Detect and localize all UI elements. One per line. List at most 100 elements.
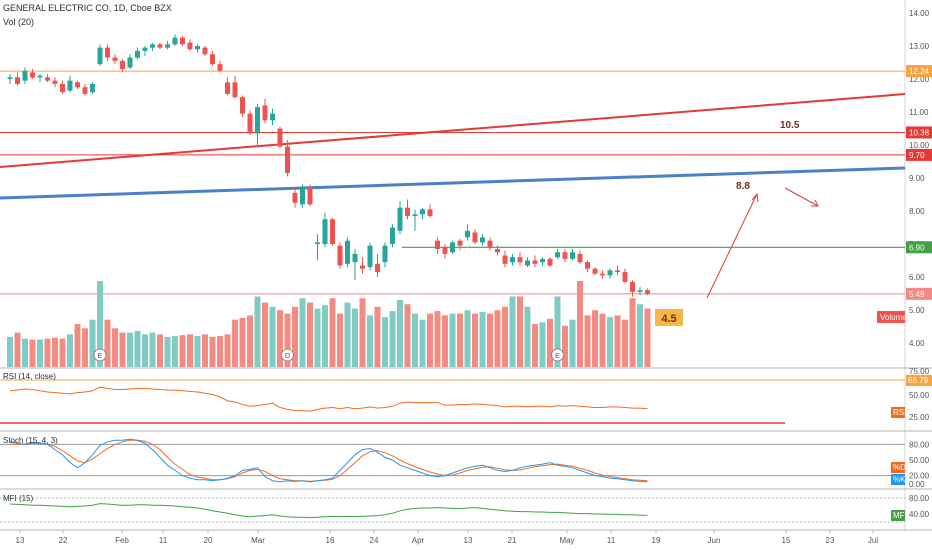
- current-target-label: 4.5: [661, 313, 676, 325]
- volume-bar: [74, 324, 81, 367]
- candle-body: [195, 46, 200, 50]
- earnings-marker: D: [281, 348, 294, 362]
- rsi-value-tag: 66.79: [906, 375, 932, 386]
- candle-body: [427, 209, 433, 216]
- price-axis-label: 8.00: [909, 207, 925, 216]
- candle-body: [277, 128, 283, 147]
- stoch-axis-label: 80.00: [909, 440, 930, 449]
- volume-bar: [419, 319, 426, 367]
- support-price-tag-bg: [906, 241, 932, 254]
- price-level-tag-bg: [906, 148, 932, 161]
- rsi-tag-text: RSI: [893, 408, 906, 417]
- volume-bar: [524, 306, 531, 367]
- volume-bar: [67, 334, 73, 367]
- volume-bar: [554, 296, 561, 367]
- candle-body: [420, 209, 425, 215]
- rsi-value-tag-text: 66.79: [908, 376, 929, 385]
- rsi-axis-label: 25.00: [909, 413, 930, 422]
- price-level-tag-bg: [906, 126, 932, 139]
- rsi-axis-label: 75.00: [909, 367, 930, 376]
- volume-bar: [172, 336, 178, 367]
- time-axis-label: Apr: [412, 536, 425, 545]
- time-axis-label: Feb: [115, 536, 129, 545]
- symbol-title: GENERAL ELECTRIC CO, 1D, Cboe BZX: [3, 3, 172, 13]
- candle-body: [52, 80, 58, 84]
- price-axis-label: 11.00: [909, 108, 929, 117]
- candle-body: [390, 227, 395, 244]
- rsi-title: RSI (14, close): [3, 372, 56, 381]
- volume-tag-bg: [877, 311, 905, 323]
- candle-body: [172, 37, 178, 45]
- price-axis-label: 5.00: [909, 306, 925, 315]
- mfi-axis-label: 40.00: [909, 510, 930, 519]
- stoch-d-tag: %D: [891, 462, 906, 473]
- candle-body: [540, 258, 545, 263]
- volume-bar: [29, 339, 36, 367]
- time-axis-label: Jul: [868, 536, 878, 545]
- candle-body: [442, 247, 448, 254]
- volume-bar: [142, 334, 148, 367]
- candle-body: [135, 50, 140, 58]
- price-level-tag-text: 5.49: [909, 290, 925, 299]
- candle-body: [45, 77, 50, 81]
- time-axis-label: 13: [16, 536, 25, 545]
- candle-body: [600, 273, 605, 276]
- volume-tag: Volume: [877, 311, 907, 323]
- stoch-axis-label: 50.00: [909, 456, 930, 465]
- volume-bar: [442, 315, 448, 367]
- volume-bar: [607, 317, 613, 367]
- candle-body: [495, 248, 500, 253]
- stoch-d-line: [10, 439, 648, 482]
- volume-bar: [119, 332, 126, 367]
- candle-body: [412, 214, 418, 216]
- candle-body: [502, 255, 508, 264]
- candle-body: [285, 146, 290, 174]
- candle-body: [322, 219, 328, 244]
- volume-bar: [397, 299, 403, 367]
- volume-bar: [472, 313, 478, 367]
- candle-body: [367, 245, 373, 268]
- time-axis-label: 20: [204, 536, 213, 545]
- volume-bar: [22, 338, 28, 367]
- volume-bar: [569, 319, 576, 367]
- candle-body: [82, 87, 88, 94]
- volume-bar: [487, 313, 493, 367]
- candle-body: [7, 77, 13, 79]
- stoch-k-tag-text: %K: [893, 475, 906, 484]
- volume-bar: [247, 315, 253, 367]
- price-axis-label: 14.00: [909, 9, 930, 18]
- candle-body: [337, 245, 343, 266]
- candle-body: [525, 260, 530, 266]
- volume-bar: [532, 324, 538, 367]
- time-axis-label: 22: [59, 536, 68, 545]
- volume-bar: [644, 308, 651, 367]
- mfi-tag-bg: [891, 510, 905, 521]
- candle-body: [15, 77, 20, 84]
- price-level-tag-text: 10.38: [909, 128, 930, 137]
- stoch-d-tag-bg: [891, 462, 905, 473]
- volume-indicator-title: Vol (20): [3, 17, 35, 27]
- candle-body: [112, 57, 118, 61]
- mfi-tag: MF: [891, 510, 905, 521]
- volume-bar: [82, 328, 88, 367]
- mfi-title: MFI (15): [3, 494, 34, 503]
- candle-body: [592, 268, 598, 274]
- candle-body: [450, 242, 455, 253]
- stoch-axis-label: 20.00: [909, 472, 930, 481]
- earnings-marker: E: [93, 348, 107, 362]
- price-axis-label: 6.00: [909, 273, 925, 282]
- price-level-tag-bg: [906, 65, 932, 78]
- time-axis-label: 16: [326, 536, 335, 545]
- volume-bar: [112, 328, 118, 367]
- volume-bar: [367, 315, 373, 367]
- volume-bar: [502, 306, 508, 367]
- volume-bar: [89, 319, 96, 367]
- volume-bar: [179, 335, 186, 367]
- candle-body: [127, 57, 133, 68]
- price-level-tag: 5.49: [906, 287, 932, 300]
- candle-body: [307, 187, 313, 205]
- volume-bar: [224, 334, 231, 367]
- volume-bar: [629, 298, 636, 367]
- volume-bar: [464, 310, 471, 367]
- candle-body: [315, 242, 320, 244]
